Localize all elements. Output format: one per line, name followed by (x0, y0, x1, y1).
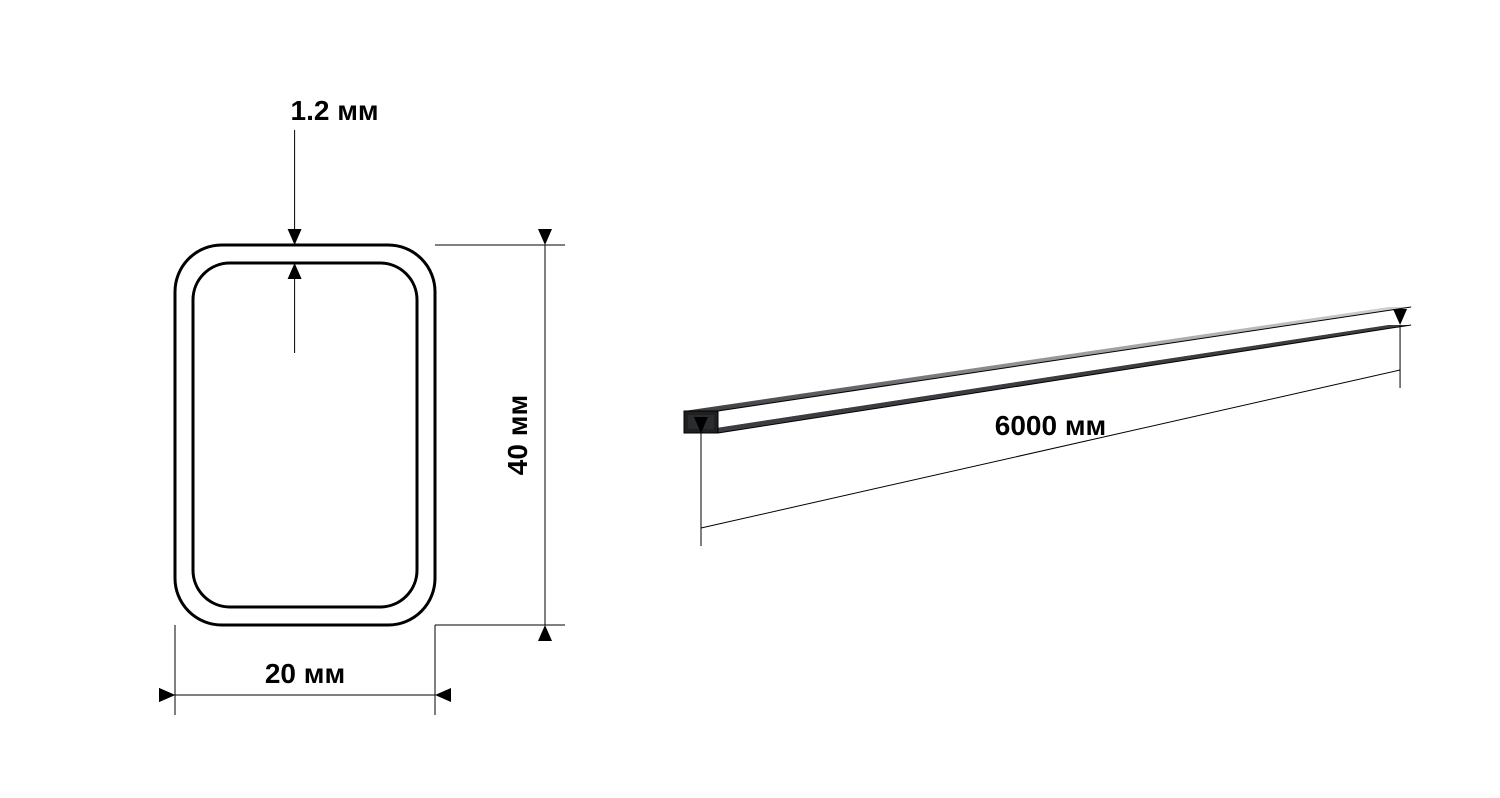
dim-label-width: 20 мм (265, 658, 345, 689)
technical-drawing: 20 мм 40 мм 1.2 мм 6000 мм (0, 0, 1500, 798)
dim-label-thickness: 1.2 мм (291, 95, 379, 126)
profile-inner (193, 263, 417, 607)
dim-label-height: 40 мм (502, 395, 533, 475)
dim-label-length: 6000 мм (995, 410, 1107, 441)
